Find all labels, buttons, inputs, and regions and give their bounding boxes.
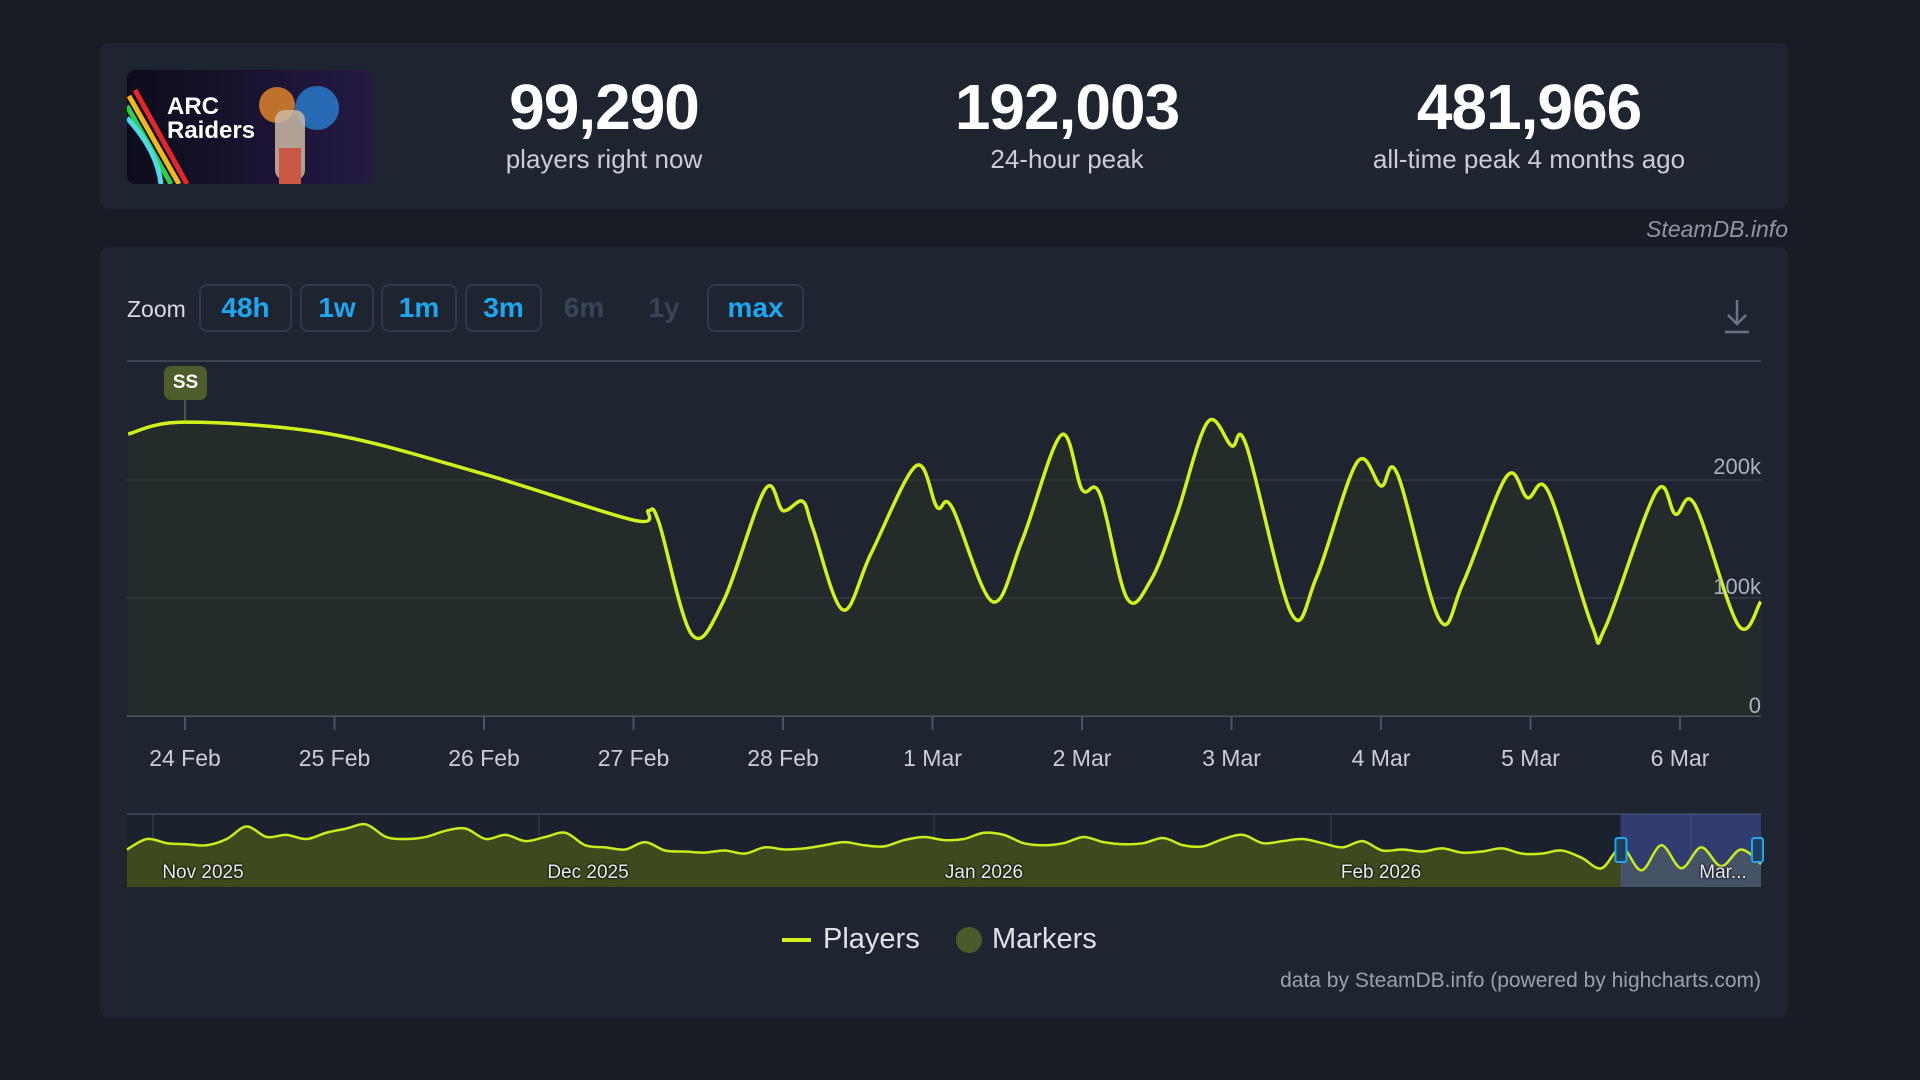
zoom-max-button[interactable]: max <box>707 284 804 332</box>
navigator-line <box>126 822 1762 872</box>
x-tick-label: 2 Mar <box>1052 745 1112 771</box>
legend-item-markers[interactable]: Markers <box>956 923 1097 956</box>
stats-card <box>100 43 1788 209</box>
y-tick-label: 0 <box>1748 693 1761 718</box>
navigator-handle-right[interactable] <box>1751 837 1764 863</box>
legend-label: Players <box>823 923 920 955</box>
stat-value: 192,003 <box>954 71 1180 143</box>
navigator-label: Dec 2025 <box>547 862 629 883</box>
x-tick-label: 27 Feb <box>597 745 670 771</box>
svg-text:ARC: ARC <box>167 93 219 120</box>
x-tick-label: 28 Feb <box>747 745 819 771</box>
chart-credits[interactable]: data by SteamDB.info (powered by highcha… <box>1280 969 1761 992</box>
navigator-label: Mar... <box>1699 862 1747 883</box>
zoom-6m-button: 6m <box>563 292 605 323</box>
navigator-label: Jan 2026 <box>944 862 1024 883</box>
x-tick-label: 25 Feb <box>298 745 371 771</box>
stat-label: 24-hour peak <box>990 144 1144 174</box>
x-tick-label: 26 Feb <box>448 745 520 771</box>
legend-line-icon <box>782 937 811 942</box>
download-icon[interactable] <box>1722 296 1752 336</box>
navigator-label: Nov 2025 <box>162 862 244 883</box>
legend-item-players[interactable]: Players <box>782 923 920 956</box>
series-line-players <box>127 417 1763 645</box>
stat-24h-peak: 192,003 24-hour peak <box>837 72 1297 174</box>
stat-label: players right now <box>505 144 703 174</box>
x-tick-label: 3 Mar <box>1202 745 1261 771</box>
zoom-1w-button[interactable]: 1w <box>300 284 374 332</box>
navigator-handle-left[interactable] <box>1614 837 1628 863</box>
x-tick-label: 4 Mar <box>1351 745 1411 771</box>
x-tick-label: 1 Mar <box>903 745 962 771</box>
zoom-1m-button[interactable]: 1m <box>381 284 457 332</box>
series-area <box>128 419 1761 716</box>
game-logo-art: ARC Raiders <box>127 86 339 184</box>
zoom-3m-button[interactable]: 3m <box>465 284 542 332</box>
y-tick-label: 200k <box>1713 454 1761 479</box>
zoom-48h-button[interactable]: 48h <box>199 284 292 332</box>
legend-dot-icon <box>956 926 982 953</box>
stat-label: all-time peak 4 months ago <box>1372 144 1686 174</box>
x-tick-label: 5 Mar <box>1501 745 1560 771</box>
marker-label: SS <box>172 372 199 393</box>
stat-current-players: 99,290 players right now <box>374 72 834 174</box>
y-tick-label: 100k <box>1713 574 1761 599</box>
navigator-label: Feb 2026 <box>1340 862 1422 883</box>
zoom-label: Zoom <box>127 296 186 322</box>
legend-label: Markers <box>992 923 1097 955</box>
x-tick-label: 24 Feb <box>149 745 221 771</box>
zoom-1y-button: 1y <box>648 292 680 323</box>
x-tick-label: 6 Mar <box>1650 745 1710 771</box>
marker-flag-ss[interactable]: SS <box>164 366 207 400</box>
stat-value: 481,966 <box>1416 71 1642 143</box>
stat-all-time-peak: 481,966 all-time peak 4 months ago <box>1299 72 1759 174</box>
game-logo[interactable]: ARC Raiders <box>127 70 372 184</box>
stat-value: 99,290 <box>509 71 700 143</box>
svg-text:Raiders: Raiders <box>167 117 255 144</box>
steamdb-watermark[interactable]: SteamDB.info <box>1646 216 1788 242</box>
